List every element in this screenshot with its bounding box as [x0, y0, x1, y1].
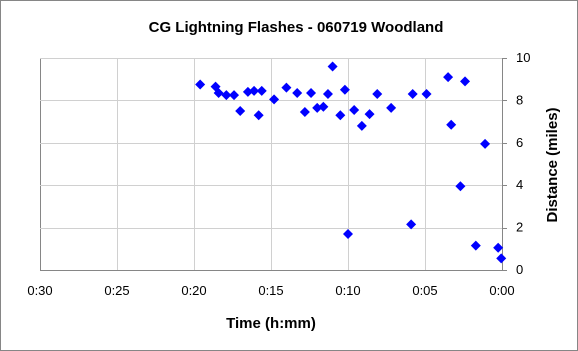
y-tick-label: 6 — [516, 135, 523, 150]
data-point — [364, 109, 375, 120]
data-point — [242, 86, 253, 97]
data-point — [312, 102, 323, 113]
data-point — [460, 76, 471, 87]
x-tick-label: 0:15 — [258, 283, 283, 298]
x-tick-label: 0:05 — [412, 283, 437, 298]
x-tick-label: 0:25 — [104, 283, 129, 298]
data-point — [406, 219, 417, 230]
data-point — [299, 107, 310, 118]
data-point — [292, 87, 303, 98]
x-axis-title: Time (h:mm) — [226, 315, 316, 332]
data-point — [281, 82, 292, 93]
data-point — [269, 94, 280, 105]
data-point — [235, 106, 246, 116]
data-point — [221, 90, 232, 101]
x-tick-label: 0:10 — [335, 283, 360, 298]
data-point — [480, 138, 491, 149]
data-point — [318, 101, 329, 112]
y-tick-label: 10 — [516, 50, 530, 65]
data-point — [229, 90, 240, 101]
data-point — [349, 104, 360, 115]
y-tick-label: 4 — [516, 177, 523, 192]
x-tick-label: 0:00 — [489, 283, 514, 298]
data-point — [322, 89, 333, 100]
data-point — [195, 79, 206, 90]
tick-labels: 0:30 0:25 0:20 0:15 0:10 0:05 0:000 2 4 6 8 10 — [27, 50, 530, 298]
x-tick-label: 0:30 — [27, 283, 52, 298]
data-point — [253, 110, 264, 121]
data-point — [386, 102, 397, 113]
data-point — [421, 89, 432, 100]
data-point — [493, 242, 504, 253]
data-point — [455, 181, 466, 192]
data-point — [335, 110, 346, 121]
data-point — [407, 89, 418, 100]
data-point — [356, 120, 367, 131]
data-point — [306, 87, 317, 98]
y-axis-title: Distance (miles) — [544, 107, 561, 222]
data-point — [327, 61, 338, 72]
data-point — [343, 228, 353, 239]
data-point — [470, 240, 481, 251]
data-point — [496, 253, 507, 264]
y-tick-label: 0 — [516, 262, 523, 277]
data-point — [372, 89, 383, 100]
data-points — [195, 61, 507, 264]
data-point — [213, 87, 224, 98]
y-tick-label: 8 — [516, 92, 523, 107]
data-point — [339, 84, 350, 95]
data-point — [446, 119, 457, 130]
gridlines — [40, 58, 507, 271]
chart-title: CG Lightning Flashes - 060719 Woodland — [149, 19, 444, 36]
data-point — [249, 85, 260, 96]
data-point — [256, 85, 267, 96]
y-tick-label: 2 — [516, 220, 523, 235]
x-tick-label: 0:20 — [181, 283, 206, 298]
data-point — [443, 72, 454, 83]
